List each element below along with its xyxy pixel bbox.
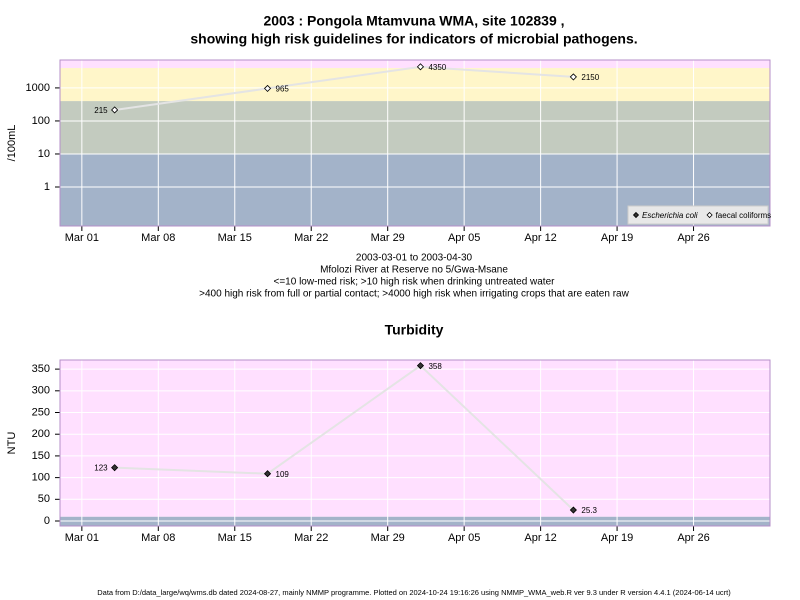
x-tick-label: Mar 29 (371, 532, 405, 544)
legend-marker (632, 211, 640, 219)
data-label: 358 (428, 362, 442, 371)
chart-note: >400 high risk from full or partial cont… (199, 289, 629, 300)
x-tick-label: Apr 19 (601, 532, 633, 544)
y-tick-label: 100 (32, 115, 50, 127)
data-label: 109 (276, 470, 290, 479)
x-tick-label: Mar 08 (141, 532, 175, 544)
chart-note: Mfolozi River at Reserve no 5/Gwa-Msane (320, 265, 508, 276)
data-point (263, 84, 272, 92)
data-point (416, 63, 425, 71)
y-axis-label: /100mL (6, 125, 18, 162)
data-label: 4350 (428, 63, 446, 72)
y-tick-label: 250 (32, 406, 50, 418)
x-tick-label: Apr 12 (524, 232, 556, 244)
chart-note: 2003-03-01 to 2003-04-30 (356, 253, 473, 264)
plot-border (59, 359, 771, 527)
x-tick-label: Mar 08 (141, 232, 175, 244)
x-tick-label: Apr 26 (677, 232, 709, 244)
legend-label: faecal coliforms (716, 211, 772, 220)
x-tick-label: Apr 05 (448, 232, 480, 244)
y-tick-label: 300 (32, 385, 50, 397)
risk-band (60, 68, 770, 102)
y-tick-label: 150 (32, 450, 50, 462)
legend-box (627, 205, 769, 225)
data-point (569, 506, 577, 514)
x-tick-label: Mar 29 (371, 232, 405, 244)
chart-note: <=10 low-med risk; >10 high risk when dr… (274, 277, 556, 288)
data-point (569, 73, 577, 81)
x-tick-label: Mar 22 (294, 232, 328, 244)
y-axis-label: NTU (6, 432, 18, 455)
x-tick-label: Apr 26 (677, 532, 709, 544)
y-tick-label: 1000 (26, 82, 50, 94)
chart-title: Turbidity (385, 322, 444, 338)
x-tick-label: Apr 19 (601, 232, 633, 244)
risk-band (60, 101, 770, 154)
y-tick-label: 0 (44, 515, 50, 527)
data-label: 2150 (581, 73, 599, 82)
x-tick-label: Mar 15 (218, 232, 252, 244)
data-label: 123 (94, 464, 108, 473)
x-tick-label: Mar 01 (65, 532, 99, 544)
y-tick-label: 200 (32, 428, 50, 440)
data-point (111, 106, 119, 114)
chart-title: 2003 : Pongola Mtamvuna WMA, site 102839… (263, 13, 564, 29)
risk-band (60, 60, 770, 69)
chart-title: showing high risk guidelines for indicat… (190, 31, 637, 47)
data-point (263, 470, 272, 478)
risk-band (60, 360, 770, 517)
x-tick-label: Mar 01 (65, 232, 99, 244)
y-tick-label: 350 (32, 363, 50, 375)
x-tick-label: Mar 15 (218, 532, 252, 544)
x-tick-label: Mar 22 (294, 532, 328, 544)
series-line (114, 65, 574, 111)
plot-border (59, 59, 771, 227)
data-point (111, 464, 119, 472)
data-label: 215 (94, 106, 108, 115)
y-tick-label: 100 (32, 472, 50, 484)
y-tick-label: 10 (38, 148, 50, 160)
series-line (114, 364, 575, 511)
legend-label: Escherichia coli (642, 211, 698, 220)
y-tick-label: 1 (44, 181, 50, 193)
legend-marker (706, 211, 713, 219)
data-label: 965 (276, 85, 290, 94)
data-label: 25.3 (581, 506, 597, 515)
x-tick-label: Apr 12 (524, 532, 556, 544)
footer: Data from D:/data_large/wq/wms.db dated … (97, 588, 731, 597)
x-tick-label: Apr 05 (448, 532, 480, 544)
y-tick-label: 50 (38, 493, 50, 505)
data-point (416, 362, 425, 370)
